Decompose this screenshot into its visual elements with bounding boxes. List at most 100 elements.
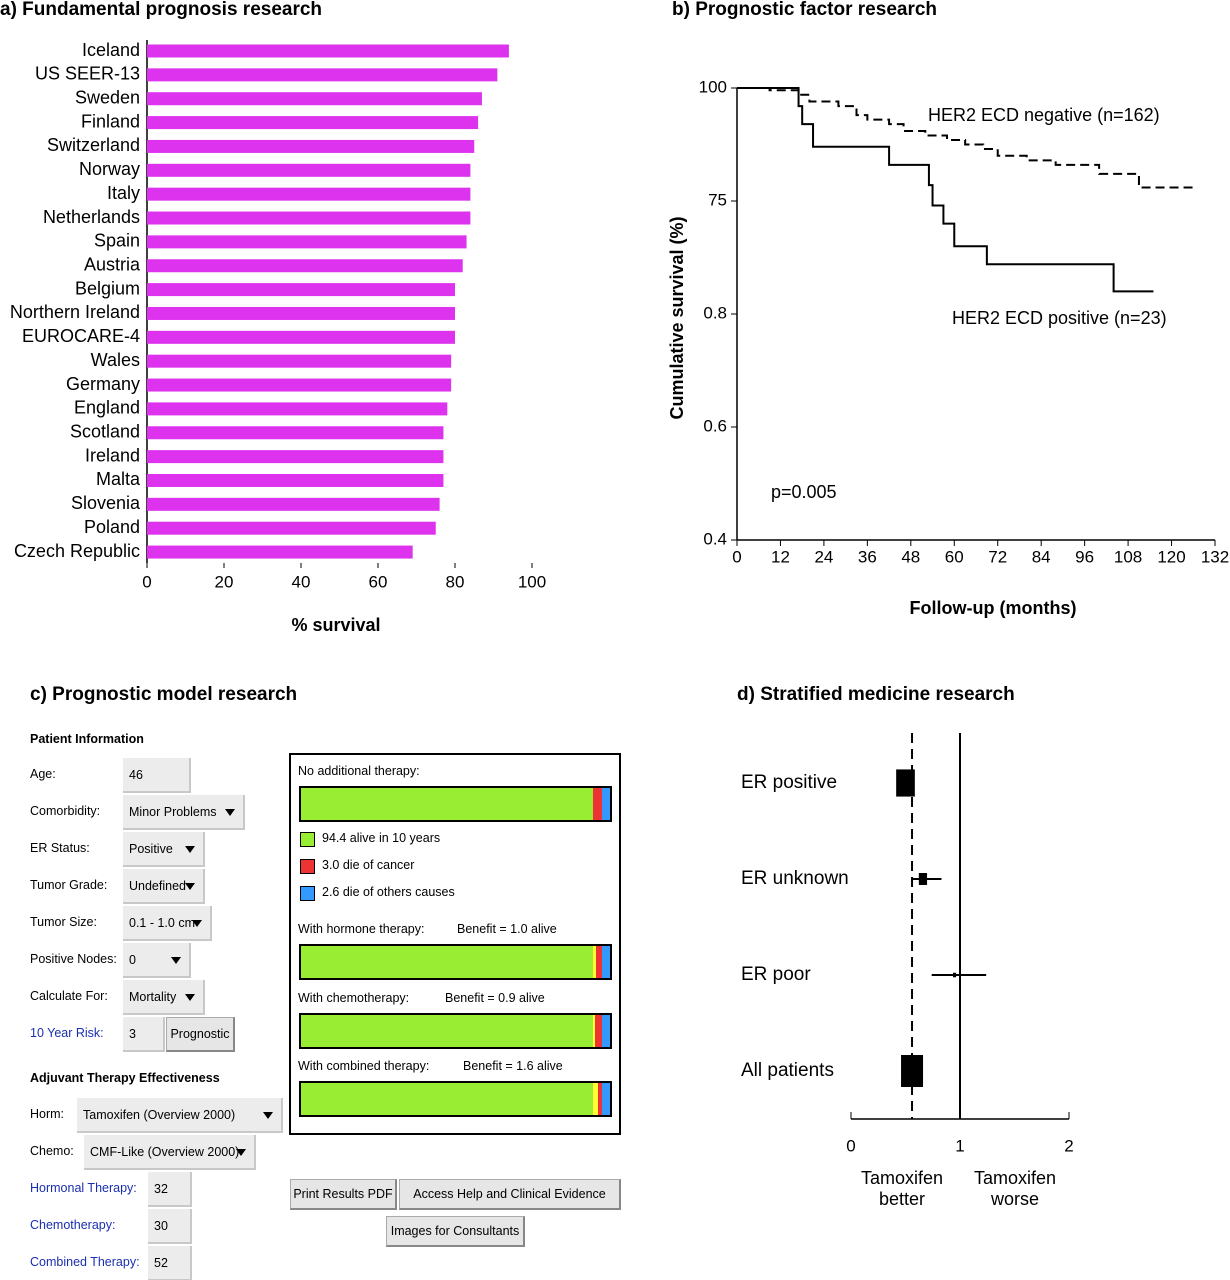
x-tick-label: 40	[292, 572, 311, 591]
x-tick-label: 1	[955, 1136, 964, 1155]
button[interactable]: Prognostic	[166, 1017, 235, 1052]
field-label: Hormonal Therapy:	[30, 1181, 137, 1195]
bar	[147, 330, 455, 344]
bar-segment	[301, 788, 593, 820]
bar	[147, 116, 479, 130]
field-label: Age:	[30, 767, 56, 781]
category-label: Sweden	[75, 87, 140, 107]
bar-segment	[301, 1083, 593, 1115]
x-tick-label: 60	[369, 572, 388, 591]
bar	[147, 402, 448, 416]
dropdown[interactable]: Undefined	[123, 869, 205, 904]
chart-title: d) Stratified medicine research	[737, 684, 1015, 705]
bar	[147, 450, 444, 464]
category-label: Spain	[94, 231, 140, 251]
bar	[147, 163, 471, 177]
category-label: Scotland	[70, 422, 140, 442]
x-axis-label: % survival	[291, 615, 380, 635]
category-label: England	[74, 398, 140, 418]
button[interactable]: Print Results PDF	[290, 1179, 397, 1210]
bar	[147, 68, 498, 82]
dropdown[interactable]: Positive	[123, 832, 205, 867]
x-tick-label: 2	[1064, 1136, 1073, 1155]
dropdown[interactable]: Minor Problems	[123, 795, 245, 830]
annotation: p=0.005	[771, 482, 837, 502]
category-label: ER poor	[741, 964, 811, 985]
text-input[interactable]: 52	[148, 1246, 192, 1280]
legend-label: 94.4 alive in 10 years	[322, 831, 441, 845]
dropdown[interactable]: Tamoxifen (Overview 2000)	[77, 1098, 283, 1133]
category-label: Norway	[79, 159, 140, 179]
bar	[147, 259, 463, 273]
bar	[147, 426, 444, 440]
category-label: Switzerland	[47, 135, 140, 155]
category-label: Iceland	[82, 40, 140, 60]
category-label: Northern Ireland	[10, 302, 140, 322]
button[interactable]: Access Help and Clinical Evidence	[399, 1179, 621, 1210]
dropdown[interactable]: CMF-Like (Overview 2000)	[84, 1135, 256, 1170]
text-input[interactable]: 32	[148, 1172, 192, 1207]
category-label: ER unknown	[741, 868, 849, 889]
bar-segment	[601, 788, 610, 820]
bar-segment	[592, 946, 596, 978]
field-label: 10 Year Risk:	[30, 1026, 104, 1040]
section-heading: Adjuvant Therapy Effectiveness	[30, 1071, 220, 1085]
bar-segment	[592, 788, 602, 820]
bar	[147, 44, 509, 58]
category-label: EUROCARE-4	[22, 326, 140, 346]
category-label: Poland	[84, 517, 140, 537]
bar	[147, 545, 413, 559]
estimate-box	[896, 769, 915, 797]
series-label: HER2 ECD negative (n=162)	[928, 105, 1160, 125]
x-tick-label: 80	[446, 572, 465, 591]
y-tick-label: 0.8	[703, 303, 727, 322]
field-label: Positive Nodes:	[30, 952, 117, 966]
dropdown[interactable]: 0.1 - 1.0 cm	[123, 906, 212, 941]
x-tick-label: 132	[1201, 547, 1229, 566]
bar	[147, 211, 471, 225]
y-tick-label: 75	[708, 190, 727, 209]
bar	[147, 378, 452, 392]
category-label: Finland	[81, 111, 140, 131]
result-label: No additional therapy:	[298, 764, 420, 778]
bar	[147, 283, 455, 297]
bar-segment	[601, 946, 610, 978]
benefit-label: Benefit = 1.6 alive	[463, 1059, 563, 1073]
bar-segment	[592, 1083, 598, 1115]
bar	[147, 497, 440, 511]
result-label: With chemotherapy:	[298, 991, 410, 1005]
text-input[interactable]: 46	[123, 758, 191, 793]
legend-label: 2.6 die of others causes	[322, 885, 455, 899]
dropdown[interactable]: Mortality	[123, 980, 205, 1015]
panel-title: c) Prognostic model research	[30, 684, 298, 705]
legend-swatch	[300, 832, 315, 847]
bar	[147, 92, 482, 106]
text-input[interactable]: 3	[123, 1017, 165, 1052]
x-tick-label: 12	[771, 547, 790, 566]
button[interactable]: Images for Consultants	[386, 1216, 525, 1247]
dropdown[interactable]: 0	[123, 943, 191, 978]
estimate-box	[901, 1055, 924, 1087]
bar	[147, 306, 455, 320]
field-label: Chemotherapy:	[30, 1218, 116, 1232]
benefit-label: Benefit = 0.9 alive	[445, 991, 545, 1005]
result-label: With hormone therapy:	[298, 922, 425, 936]
x-tick-label: 60	[945, 547, 964, 566]
x-tick-label: 84	[1032, 547, 1051, 566]
field-label: Horm:	[30, 1107, 65, 1121]
bar-segment	[601, 1083, 610, 1115]
bar-segment	[597, 1083, 602, 1115]
estimate-box	[918, 873, 928, 885]
bar	[147, 521, 436, 535]
x-tick-label: 24	[814, 547, 833, 566]
category-label: Czech Republic	[14, 541, 140, 561]
field-label: Comorbidity:	[30, 804, 101, 818]
legend-label: 3.0 die of cancer	[322, 858, 415, 872]
field-label: Chemo:	[30, 1144, 74, 1158]
x-tick-label: 72	[988, 547, 1007, 566]
text-input[interactable]: 30	[148, 1209, 192, 1244]
y-axis-label: Cumulative survival (%)	[667, 216, 687, 419]
field-label: Calculate For:	[30, 989, 108, 1003]
x-tick-label: 0	[846, 1136, 855, 1155]
